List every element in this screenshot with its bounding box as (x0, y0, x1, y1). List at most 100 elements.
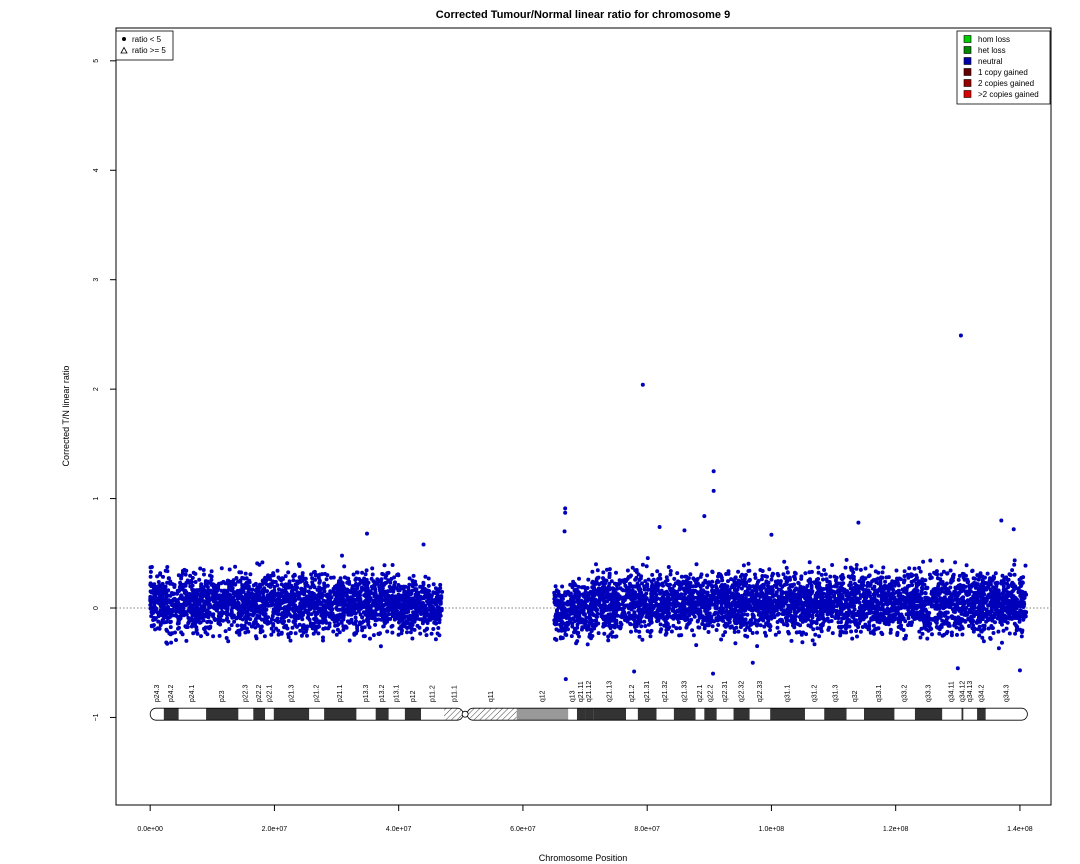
axes-group: 0.0e+00 2.0e+07 4.0e+07 6.0e+07 8.0e+07 1.0e+… (93, 59, 1033, 833)
ideogram-band (894, 708, 915, 721)
band-label: p22.3 (243, 685, 250, 703)
legend-swatch (963, 79, 972, 87)
ideogram-band (977, 708, 986, 721)
band-label: q11 (488, 691, 495, 702)
band-label: q22.1 (697, 685, 704, 703)
ideogram-band (804, 708, 825, 721)
data-point-outlier (563, 510, 568, 515)
y-tick-label: 3 (93, 278, 100, 282)
data-point-outlier (702, 514, 707, 519)
data-point-outlier (657, 525, 662, 530)
band-label: p24.2 (168, 685, 175, 703)
band-label: p21.3 (288, 685, 295, 703)
ideogram-band (265, 708, 274, 721)
legend-swatch (963, 90, 972, 98)
ideogram-band (273, 708, 310, 721)
x-tick-label: 2.0e+07 (262, 826, 288, 833)
data-points-group (148, 333, 1029, 682)
legend-dot-icon (122, 37, 126, 41)
band-label: q12 (539, 690, 546, 702)
legend-swatch (963, 35, 972, 43)
band-label: q21.31 (644, 681, 651, 703)
band-label: q21.33 (682, 681, 689, 703)
ideogram-band (576, 708, 586, 721)
data-point-outlier (682, 528, 687, 533)
status-legend: hom loss het loss neutral 1 copy gained 2 co… (956, 30, 1051, 105)
chromosome-ideogram (149, 707, 1028, 721)
ideogram-band (656, 708, 674, 721)
symbol-legend-box (115, 30, 174, 61)
band-label: q31.3 (832, 685, 839, 703)
status-legend-box (956, 30, 1051, 105)
data-point-outlier (562, 529, 567, 534)
ideogram-band (150, 708, 164, 721)
band-label: p12 (410, 690, 417, 702)
band-label: q34.12 (959, 681, 966, 703)
band-label: q33.3 (925, 685, 932, 703)
data-point-outlier (711, 469, 716, 474)
x-tick-label: 8.0e+07 (634, 826, 660, 833)
ideogram-band (626, 708, 638, 721)
band-label: q22.32 (738, 681, 745, 703)
ideogram-band (749, 708, 771, 721)
legend-swatch (963, 68, 972, 76)
data-point-outlier (958, 333, 963, 338)
legend-triangle-icon (120, 46, 128, 54)
band-label: q34.3 (1003, 685, 1010, 703)
y-tick-label: 2 (93, 387, 100, 391)
data-point-outlier (999, 518, 1004, 523)
band-label: p13.1 (394, 685, 401, 703)
band-label: p24.1 (189, 685, 196, 703)
band-label: p21.2 (314, 685, 321, 703)
legend-swatch (963, 46, 972, 54)
ideogram-band (388, 708, 405, 721)
ideogram-band (375, 708, 389, 721)
data-point-outlier (563, 506, 568, 511)
band-label: q33.1 (876, 685, 883, 703)
legend-label: 1 copy gained (978, 68, 1028, 77)
ideogram-band-labels: p24.3 p24.2 p24.1 p23 p22.3 p22.2 p22.1 p21.3 p2… (154, 681, 1011, 703)
band-label: q21.13 (606, 681, 613, 703)
ideogram-band (704, 708, 717, 721)
ideogram-band (356, 708, 376, 721)
symbol-legend-label-1: ratio >= 5 (132, 46, 166, 55)
ideogram-band (985, 708, 1028, 721)
ideogram-band (673, 708, 696, 721)
band-label: p23 (219, 690, 226, 702)
data-point-outlier (421, 542, 426, 547)
data-point-outlier (711, 671, 716, 676)
data-point-outlier (856, 520, 861, 525)
y-tick-label: 5 (93, 59, 100, 63)
band-label: q13 (569, 690, 576, 702)
legend-label: 2 copies gained (978, 79, 1034, 88)
legend-label: neutral (978, 57, 1003, 66)
band-label: q34.2 (978, 685, 985, 703)
ideogram-band (846, 708, 864, 721)
ideogram-band (961, 708, 964, 721)
band-label: q21.11 (578, 681, 585, 702)
data-point-outlier (632, 669, 637, 674)
ideogram-band (206, 708, 239, 721)
band-label: p13.2 (379, 685, 386, 703)
band-label: q21.32 (662, 681, 669, 703)
data-point-outlier (769, 532, 774, 537)
band-label: q22.31 (722, 681, 729, 703)
ideogram-band (695, 708, 705, 721)
x-tick-label: 1.4e+08 (1007, 826, 1033, 833)
x-axis-label: Chromosome Position (539, 853, 628, 863)
y-tick-label: −1 (93, 713, 100, 721)
data-point-outlier (364, 531, 369, 536)
ideogram-band (593, 708, 627, 721)
data-point-outlier (711, 488, 716, 493)
data-point-cloud (148, 553, 401, 649)
ideogram-band (309, 708, 325, 721)
ideogram-band (324, 708, 357, 721)
ideogram-band (864, 708, 895, 721)
band-label: q34.13 (967, 681, 974, 703)
band-label: p22.1 (266, 685, 273, 703)
y-tick-label: 0 (93, 606, 100, 610)
band-label: q33.2 (902, 685, 909, 703)
band-label: q31.1 (784, 685, 791, 703)
band-label: q31.2 (811, 685, 818, 703)
band-label: q34.11 (949, 681, 956, 702)
